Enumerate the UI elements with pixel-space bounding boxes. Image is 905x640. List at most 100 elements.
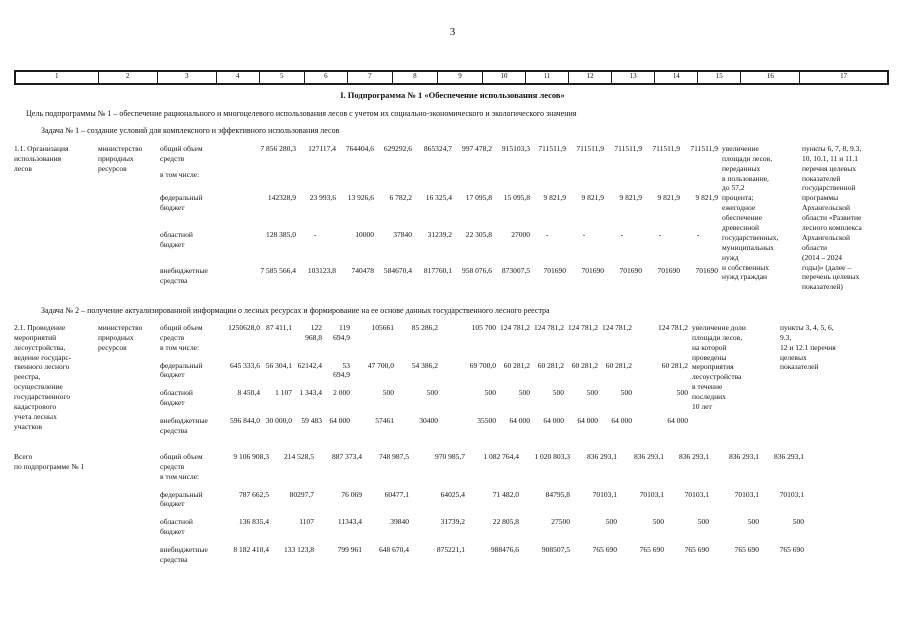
funding-value: 76 069: [341, 489, 362, 499]
funding-value: 31739,2: [440, 517, 465, 527]
funding-value: 629292,6: [383, 143, 412, 153]
column-number-cell: 14: [654, 70, 699, 85]
funding-value: [442, 343, 500, 361]
funding-value: 64 000: [543, 416, 564, 426]
funding-value: [340, 170, 378, 193]
funding-value: 105661: [371, 322, 395, 332]
funding-value: 1250628,0: [228, 322, 260, 332]
funding-row: в том числе:: [14, 170, 889, 193]
funding-value: 124 781,2: [500, 322, 530, 332]
funding-value: 127117,4: [308, 143, 336, 153]
funding-value: [224, 343, 264, 361]
funding-value: [416, 170, 456, 193]
funding-value: 122 968,8: [305, 322, 322, 342]
funding-value: 711511,9: [614, 143, 642, 153]
funding-value: 142328,9: [267, 193, 296, 203]
funding-value: 7 585 566,4: [260, 266, 296, 276]
funding-value: 11343,4: [337, 517, 362, 527]
funding-value: 1 107: [275, 388, 292, 398]
funding-type-label: внебюджетные средства: [160, 416, 208, 435]
funding-value: 970 985,7: [435, 451, 465, 461]
funding-value: 500: [652, 517, 664, 527]
column-number-cell: 6: [303, 70, 348, 85]
funding-value: 8 182 410,4: [233, 545, 269, 555]
funding-value: 119 694,9: [333, 322, 350, 342]
funding-value: 915103,3: [501, 143, 530, 153]
funding-value: [646, 170, 684, 193]
funding-type-label: областной бюджет: [160, 517, 193, 537]
column-number-row: 1 2 3 4 5 6 7 8 9 10 11 12 13 14 15 16 17: [14, 70, 889, 85]
financing-table: 1.1. Организация использования лесов мини…: [14, 144, 889, 292]
funding-value: 37840: [393, 229, 412, 239]
funding-row: в том числе:: [14, 472, 889, 490]
funding-value: 47 700,0: [367, 360, 394, 370]
filler-cell: [808, 452, 889, 565]
funding-value: 887 373,4: [332, 451, 362, 461]
funding-value: [398, 343, 442, 361]
funding-row: областной бюджет 136 835,4 1107 11343,4 3984…: [14, 517, 889, 545]
funding-value: [713, 472, 763, 490]
column-number-cell: 11: [525, 70, 570, 85]
funding-value: 711511,9: [538, 143, 566, 153]
funding-value: [378, 170, 416, 193]
funding-value: [621, 472, 668, 490]
funding-value: 9 821,9: [657, 193, 681, 203]
subprogram-total-row: Всего по подпрограмме № 1 общий объем сре…: [14, 452, 891, 565]
column-number-cell: 9: [436, 70, 484, 85]
funding-value: 23 993,6: [309, 193, 336, 203]
funding-value: 9 821,9: [581, 193, 605, 203]
funding-value: 711511,9: [576, 143, 604, 153]
funding-value: 787 662,5: [239, 489, 269, 499]
funding-value: 836 293,1: [729, 451, 759, 461]
funding-value: 60 281,2: [503, 360, 530, 370]
funding-value: [602, 343, 636, 361]
funding-value: 500: [747, 517, 759, 527]
funding-value: 875221,1: [436, 545, 465, 555]
funding-value: [496, 170, 534, 193]
column-number-cell: 7: [346, 70, 393, 85]
funding-value: 2 000: [333, 388, 350, 398]
funding-value: 584670,4: [383, 266, 412, 276]
funding-row: областной бюджет 128 385,0 - 10000 37840 3123…: [14, 230, 889, 266]
funding-value: 64 000: [611, 416, 632, 426]
funding-row: федеральный бюджет 787 662,5 80297,7 76 069…: [14, 490, 889, 518]
funding-value: [534, 170, 570, 193]
funding-value: 31239,2: [427, 229, 452, 239]
funding-value: [318, 472, 366, 490]
funding-value: 85 286,2: [411, 322, 438, 332]
column-number-cell: 1: [14, 70, 99, 85]
funding-row: Всего по подпрограмме № 1 общий объем сре…: [14, 452, 889, 472]
funding-type-label: внебюджетные средства: [160, 545, 208, 564]
funding-value: 22 305,8: [465, 229, 492, 239]
column-number-cell: 8: [391, 70, 438, 85]
funding-value: 128 385,0: [266, 229, 296, 239]
funding-type-label: общий объем средств: [160, 143, 203, 163]
column-number-cell: 16: [740, 70, 801, 85]
funding-value: 124 781,2: [534, 322, 564, 332]
funding-value: 70103,1: [639, 489, 664, 499]
funding-value: 701690: [657, 266, 681, 276]
funding-value: 69 700,0: [469, 360, 496, 370]
funding-row: внебюджетные средства 7 585 566,4 103123,8…: [14, 266, 889, 292]
financing-table: Всего по подпрограмме № 1 общий объем сре…: [14, 452, 889, 565]
funding-value: 35500: [477, 416, 496, 426]
column-number-header: 1 2 3 4 5 6 7 8 9 10 11 12 13 14 15 16 17: [14, 70, 889, 85]
funding-value: 836 293,1: [774, 451, 804, 461]
funding-type-label: в том числе:: [160, 471, 200, 481]
funding-value: 124 781,2: [568, 322, 598, 332]
task1-text: Задача № 1 – создание условий для компле…: [41, 126, 340, 136]
funding-value: 16 325,4: [425, 193, 452, 203]
funding-value: 748 987,5: [379, 451, 409, 461]
measure-name: Всего по подпрограмме № 1: [14, 451, 85, 471]
funding-value: 60 281,2: [571, 360, 598, 370]
funding-row: федеральный бюджет 645 333,6 56 304,1 62142…: [14, 361, 889, 389]
funding-value: 54 386,2: [411, 360, 438, 370]
funding-value: 56 304,1: [265, 360, 292, 370]
funding-value: 64025,4: [440, 489, 465, 499]
funding-value: -: [620, 229, 624, 239]
funding-value: 799 961: [337, 545, 362, 555]
funding-type-label: внебюджетные средства: [160, 266, 208, 286]
funding-value: 60 281,2: [661, 360, 688, 370]
funding-value: [296, 343, 326, 361]
executor-name: министерство природных ресурсов: [98, 322, 143, 352]
